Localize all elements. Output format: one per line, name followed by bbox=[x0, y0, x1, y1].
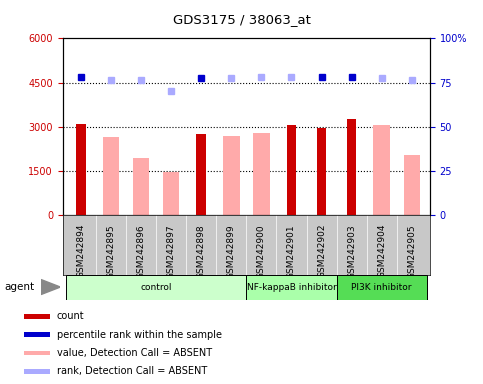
Text: GSM242897: GSM242897 bbox=[167, 224, 176, 279]
Bar bbox=[337, 275, 427, 300]
Bar bbox=[103, 137, 119, 215]
Bar bbox=[66, 275, 246, 300]
Bar bbox=[24, 369, 50, 374]
Bar bbox=[133, 158, 149, 215]
Text: GSM242896: GSM242896 bbox=[137, 224, 145, 279]
Text: rank, Detection Call = ABSENT: rank, Detection Call = ABSENT bbox=[57, 366, 207, 376]
Bar bbox=[373, 125, 390, 215]
Bar bbox=[253, 132, 270, 215]
Bar bbox=[223, 136, 240, 215]
Bar bbox=[197, 134, 206, 215]
Text: GSM242900: GSM242900 bbox=[257, 224, 266, 279]
Text: value, Detection Call = ABSENT: value, Detection Call = ABSENT bbox=[57, 348, 212, 358]
Text: GSM242904: GSM242904 bbox=[377, 224, 386, 278]
Text: GSM242895: GSM242895 bbox=[106, 224, 115, 279]
Text: control: control bbox=[141, 283, 172, 291]
Text: GSM242898: GSM242898 bbox=[197, 224, 206, 279]
Text: GSM242903: GSM242903 bbox=[347, 224, 356, 279]
Text: GDS3175 / 38063_at: GDS3175 / 38063_at bbox=[172, 13, 311, 26]
Polygon shape bbox=[41, 280, 60, 295]
Text: GSM242902: GSM242902 bbox=[317, 224, 326, 278]
Text: GSM242894: GSM242894 bbox=[76, 224, 85, 278]
Bar bbox=[317, 128, 327, 215]
Text: percentile rank within the sample: percentile rank within the sample bbox=[57, 330, 222, 340]
Text: NF-kappaB inhibitor: NF-kappaB inhibitor bbox=[247, 283, 336, 291]
Bar bbox=[347, 119, 356, 215]
Bar bbox=[24, 333, 50, 337]
Text: agent: agent bbox=[5, 282, 35, 292]
Bar bbox=[286, 125, 296, 215]
Bar bbox=[24, 351, 50, 355]
Text: GSM242905: GSM242905 bbox=[407, 224, 416, 279]
Bar bbox=[403, 155, 420, 215]
Bar bbox=[163, 172, 179, 215]
Text: PI3K inhibitor: PI3K inhibitor bbox=[352, 283, 412, 291]
Bar bbox=[246, 275, 337, 300]
Text: count: count bbox=[57, 311, 85, 321]
Bar bbox=[76, 124, 85, 215]
Text: GSM242901: GSM242901 bbox=[287, 224, 296, 279]
Text: GSM242899: GSM242899 bbox=[227, 224, 236, 279]
Bar bbox=[24, 314, 50, 319]
